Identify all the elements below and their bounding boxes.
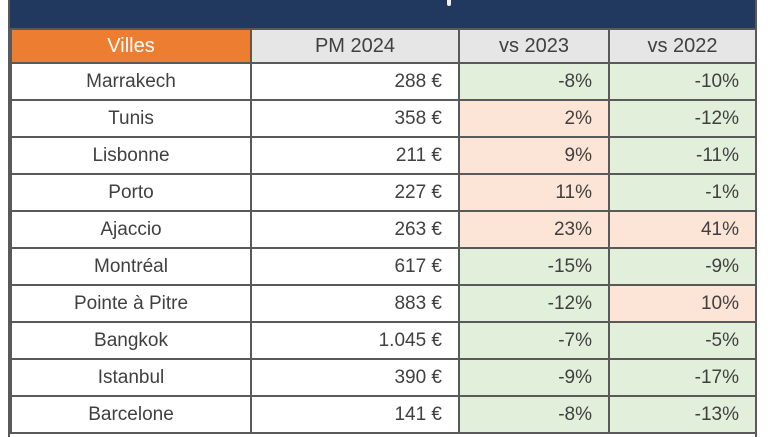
vs2022-cell: 10% [608,284,755,323]
price-table-frame: Villes PM 2024 vs 2023 vs 2022 Marrakech… [8,0,757,437]
pm-cell: 263 € [250,210,460,249]
vs2023-cell: -8% [458,395,610,434]
header-cell-vs-2022: vs 2022 [608,28,755,64]
pm-cell: 358 € [250,99,460,138]
vs2023-cell: -8% [458,62,610,101]
city-cell: Montréal [10,247,252,286]
header-row: Villes PM 2024 vs 2023 vs 2022 [10,28,755,64]
pm-cell: 1.045 € [250,321,460,360]
table-row: Lisbonne 211 € 9% -11% [10,136,755,175]
table-row: Bangkok 1.045 € -7% -5% [10,321,755,360]
vs2023-cell: -12% [458,284,610,323]
city-cell: Marrakech [10,62,252,101]
city-price-table: Villes PM 2024 vs 2023 vs 2022 Marrakech… [10,28,755,434]
cutoff-title-descender [447,0,451,6]
city-cell: Barcelone [10,395,252,434]
city-cell: Ajaccio [10,210,252,249]
city-cell: Lisbonne [10,136,252,175]
table-row: Istanbul 390 € -9% -17% [10,358,755,397]
vs2022-cell: -5% [608,321,755,360]
vs2022-cell: -13% [608,395,755,434]
vs2023-cell: 2% [458,99,610,138]
vs2023-cell: -7% [458,321,610,360]
city-cell: Pointe à Pitre [10,284,252,323]
pm-cell: 288 € [250,62,460,101]
pm-cell: 390 € [250,358,460,397]
vs2023-cell: 9% [458,136,610,175]
vs2023-cell: 11% [458,173,610,212]
vs2023-cell: -9% [458,358,610,397]
vs2023-cell: 23% [458,210,610,249]
pm-cell: 617 € [250,247,460,286]
table-row: Porto 227 € 11% -1% [10,173,755,212]
vs2022-cell: -11% [608,136,755,175]
table-row: Pointe à Pitre 883 € -12% 10% [10,284,755,323]
pm-cell: 227 € [250,173,460,212]
vs2022-cell: -17% [608,358,755,397]
pm-cell: 141 € [250,395,460,434]
vs2022-cell: -12% [608,99,755,138]
table-row: Ajaccio 263 € 23% 41% [10,210,755,249]
header-cell-vs-2023: vs 2023 [458,28,610,64]
vs2022-cell: -1% [608,173,755,212]
pm-cell: 211 € [250,136,460,175]
city-cell: Porto [10,173,252,212]
vs2023-cell: -15% [458,247,610,286]
city-cell: Tunis [10,99,252,138]
city-cell: Istanbul [10,358,252,397]
city-cell: Bangkok [10,321,252,360]
table-row: Marrakech 288 € -8% -10% [10,62,755,101]
table-row: Montréal 617 € -15% -9% [10,247,755,286]
title-bar [10,0,755,28]
vs2022-cell: -9% [608,247,755,286]
table-body: Marrakech 288 € -8% -10% Tunis 358 € 2% … [10,62,755,434]
vs2022-cell: -10% [608,62,755,101]
table-row: Barcelone 141 € -8% -13% [10,395,755,434]
header-cell-pm-2024: PM 2024 [250,28,460,64]
header-cell-villes: Villes [10,28,252,64]
pm-cell: 883 € [250,284,460,323]
vs2022-cell: 41% [608,210,755,249]
table-row: Tunis 358 € 2% -12% [10,99,755,138]
